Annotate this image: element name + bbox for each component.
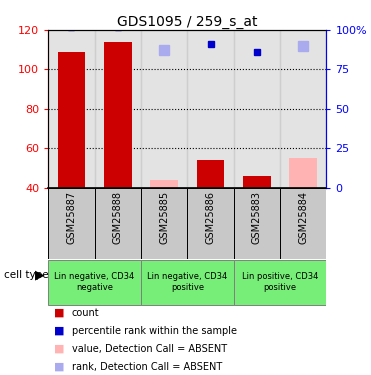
Bar (48, 188, 95, 259)
Text: ■: ■ (54, 308, 64, 318)
Bar (289, 158, 317, 188)
Text: GSM25885: GSM25885 (159, 191, 169, 244)
Text: GSM25886: GSM25886 (206, 191, 216, 244)
Bar (280, 188, 326, 259)
Text: ■: ■ (54, 362, 64, 372)
Text: ▶: ▶ (35, 268, 45, 282)
Text: rank, Detection Call = ABSENT: rank, Detection Call = ABSENT (72, 362, 222, 372)
Bar (58, 52, 85, 188)
Text: value, Detection Call = ABSENT: value, Detection Call = ABSENT (72, 344, 227, 354)
Bar (234, 260, 326, 305)
Bar (141, 188, 187, 259)
Bar (150, 180, 178, 188)
Bar (95, 30, 141, 188)
Text: GSM25888: GSM25888 (113, 191, 123, 244)
Bar (141, 260, 234, 305)
Bar (48, 260, 141, 305)
Bar (48, 30, 95, 188)
Bar (280, 30, 326, 188)
Bar (234, 188, 280, 259)
Text: ■: ■ (54, 344, 64, 354)
Text: count: count (72, 308, 99, 318)
Text: GSM25887: GSM25887 (66, 191, 76, 244)
Text: GSM25883: GSM25883 (252, 191, 262, 244)
Title: GDS1095 / 259_s_at: GDS1095 / 259_s_at (117, 15, 257, 29)
Bar (187, 188, 234, 259)
Bar (187, 30, 234, 188)
Bar (104, 42, 132, 188)
Text: Lin negative, CD34
positive: Lin negative, CD34 positive (147, 273, 227, 292)
Text: ■: ■ (54, 326, 64, 336)
Bar (197, 160, 224, 188)
Text: Lin negative, CD34
negative: Lin negative, CD34 negative (55, 273, 135, 292)
Bar (234, 30, 280, 188)
Bar (243, 176, 271, 188)
Bar (141, 30, 187, 188)
Text: GSM25884: GSM25884 (298, 191, 308, 244)
Text: Lin positive, CD34
positive: Lin positive, CD34 positive (242, 273, 318, 292)
Bar (95, 188, 141, 259)
Text: cell type: cell type (4, 270, 48, 280)
Text: percentile rank within the sample: percentile rank within the sample (72, 326, 237, 336)
